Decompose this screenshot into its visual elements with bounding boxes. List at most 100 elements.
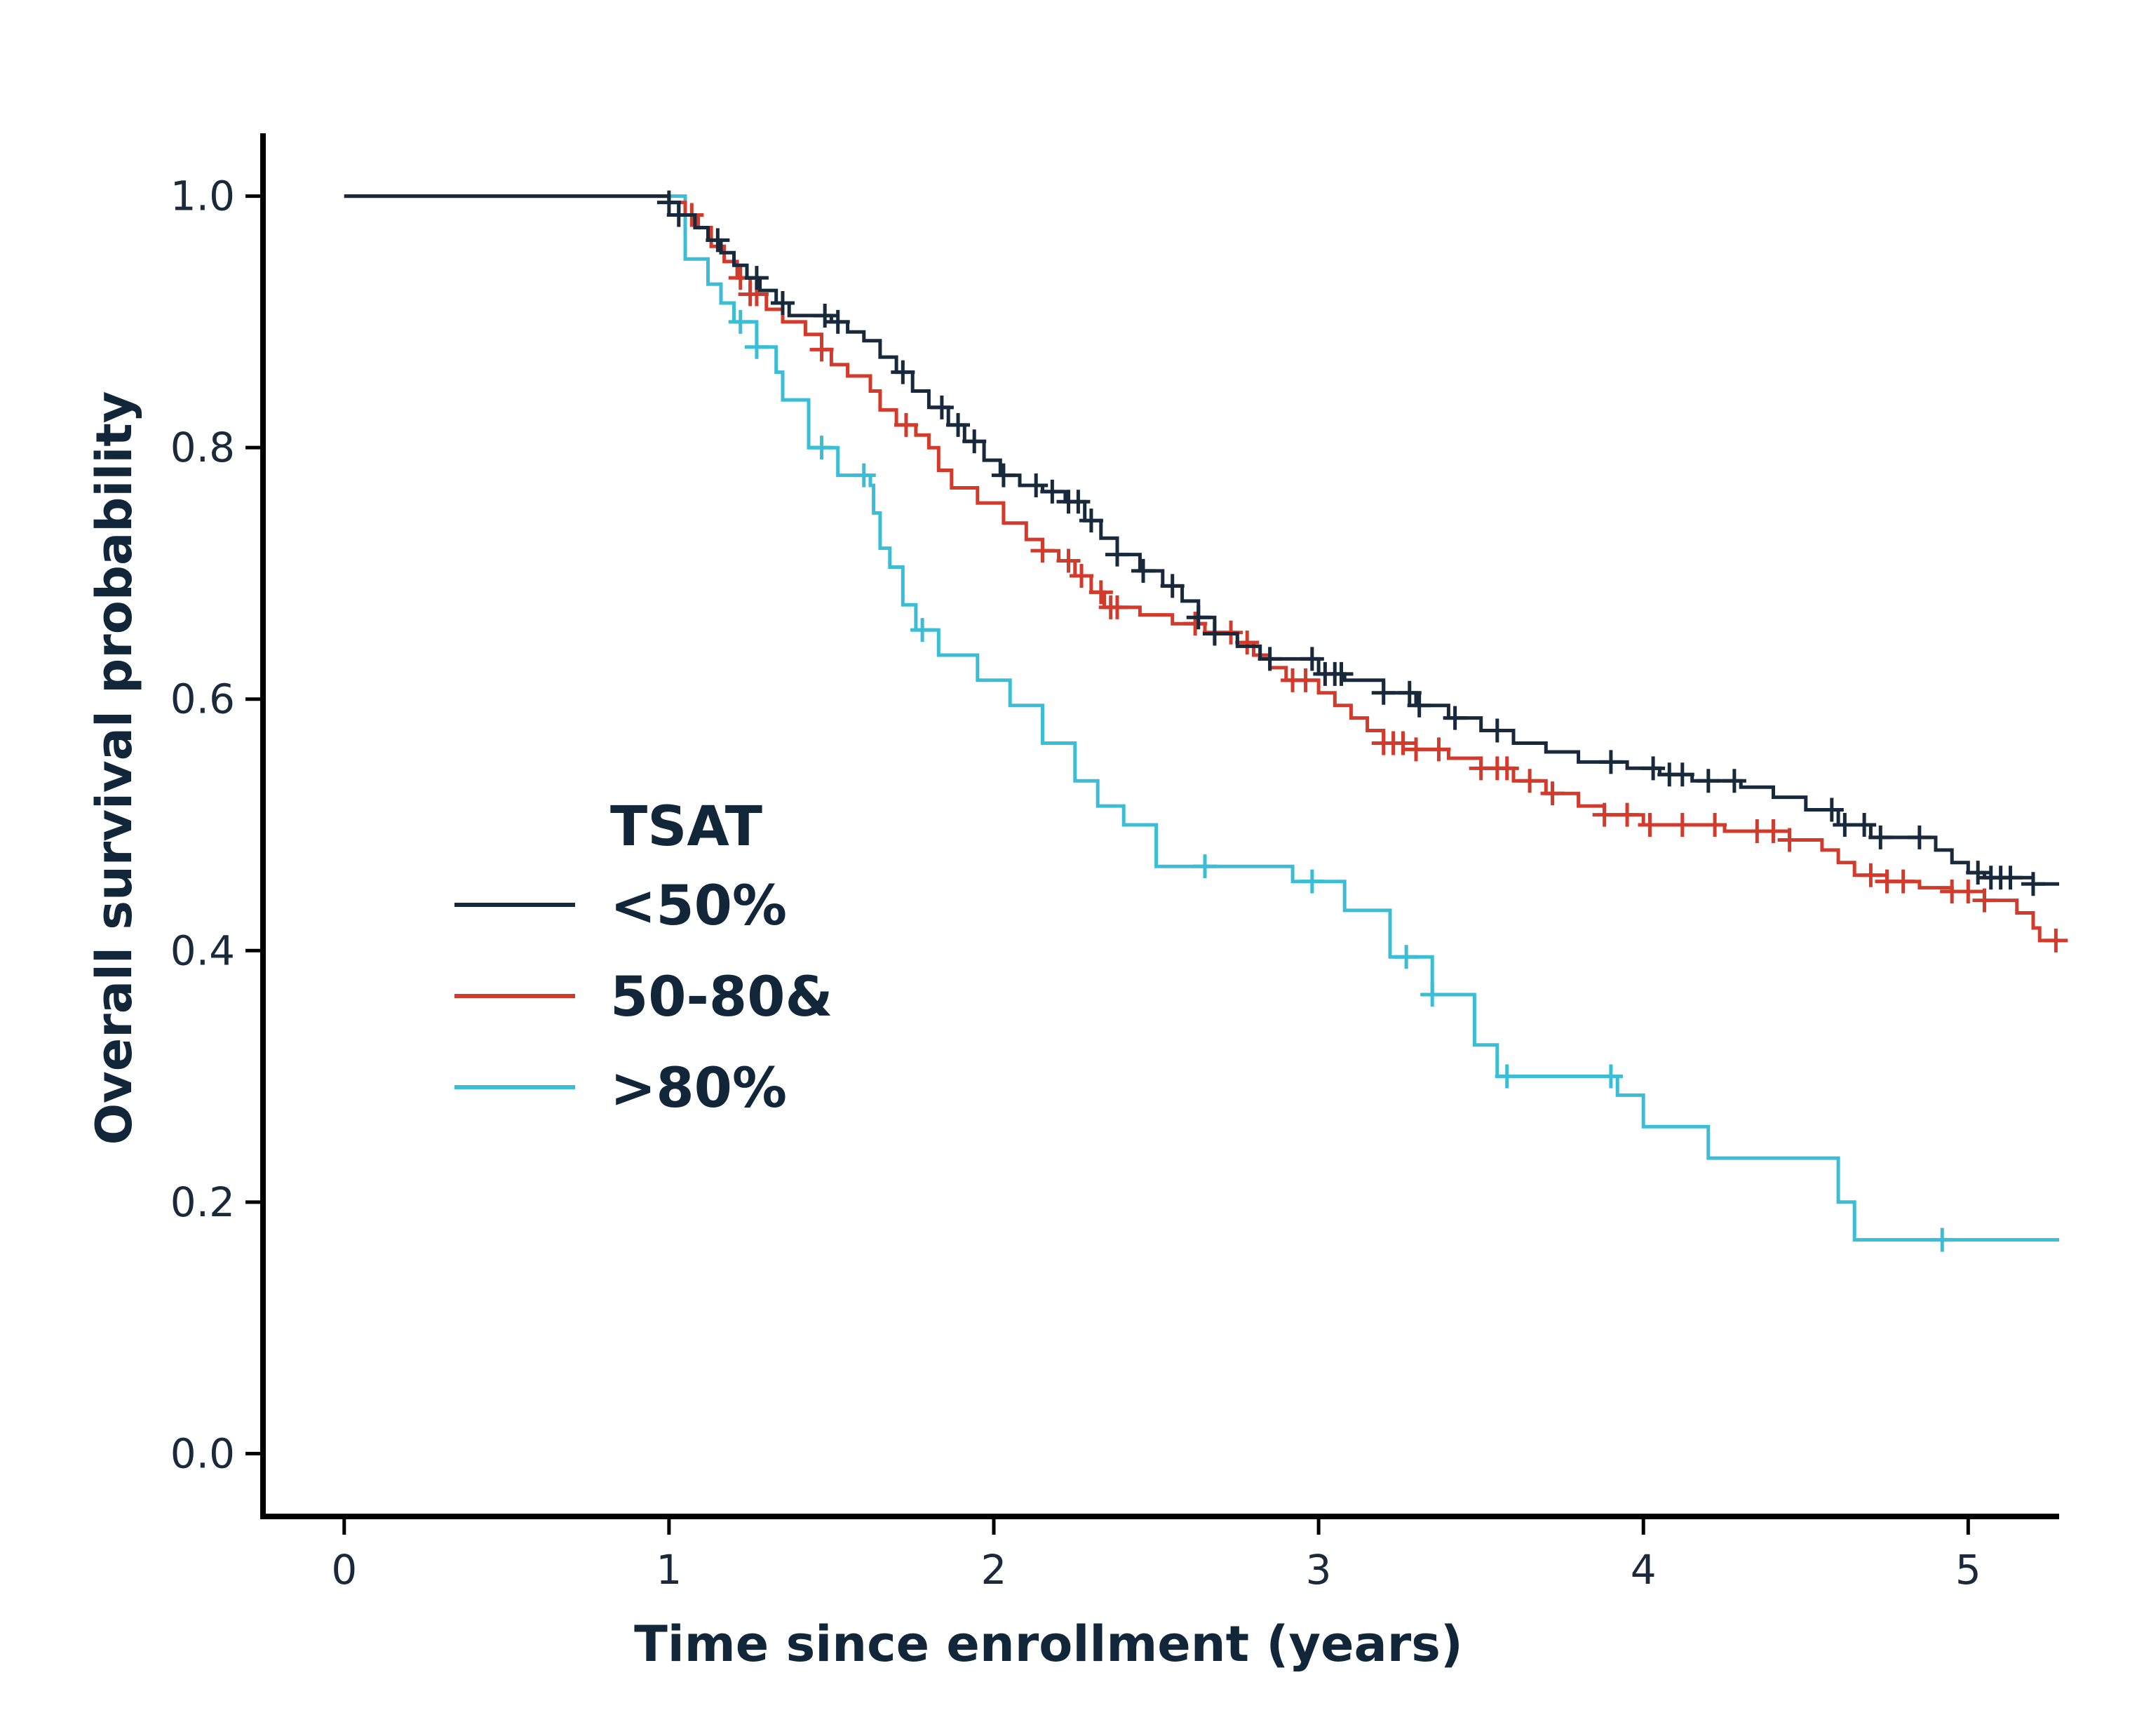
censor-mark xyxy=(1703,813,1727,837)
censor-mark xyxy=(1819,798,1844,822)
censor-mark xyxy=(1598,1064,1623,1089)
series-group xyxy=(344,190,2059,896)
x-axis-title: Time since enrollment (years) xyxy=(634,1615,1463,1673)
y-axis-ticks: 0.0 0.2 0.4 0.6 0.8 1.0 xyxy=(170,173,263,1477)
censor-mark xyxy=(1391,731,1415,755)
x-tick-label: 1 xyxy=(656,1546,682,1594)
censor-mark xyxy=(1495,1064,1519,1089)
censor-mark xyxy=(1202,621,1227,646)
y-tick-label: 0.8 xyxy=(170,424,235,471)
censor-mark xyxy=(1397,680,1422,705)
censor-mark xyxy=(1193,854,1218,879)
survival-line xyxy=(344,194,2059,1242)
y-tick-label: 0.2 xyxy=(170,1178,235,1226)
censor-mark xyxy=(825,309,850,334)
censor-mark xyxy=(1670,813,1694,837)
censor-mark xyxy=(2021,872,2045,896)
censor-mark xyxy=(1696,769,1720,793)
censor-mark xyxy=(1722,769,1746,793)
censor-mark xyxy=(1495,756,1519,781)
censor-mark xyxy=(1859,863,1883,887)
censor-mark xyxy=(1761,819,1786,843)
censor-mark xyxy=(770,291,795,316)
series-group xyxy=(344,194,2059,1252)
legend-items: <50% 50-80& >80% xyxy=(454,875,832,1120)
censor-mark xyxy=(1131,558,1156,583)
censor-mark xyxy=(809,337,834,362)
censor-mark xyxy=(1105,595,1129,619)
censor-mark xyxy=(946,412,971,437)
censor-mark xyxy=(1598,750,1623,774)
censor-mark xyxy=(1160,574,1185,598)
censor-mark xyxy=(1638,813,1662,837)
censor-mark xyxy=(656,190,681,215)
censor-mark xyxy=(1420,983,1445,1007)
legend-label: 50-80& xyxy=(610,966,832,1029)
x-tick-label: 5 xyxy=(1955,1546,1981,1594)
censor-mark xyxy=(929,395,954,419)
x-tick-label: 4 xyxy=(1631,1546,1657,1594)
y-tick-label: 1.0 xyxy=(170,173,235,220)
censor-mark xyxy=(962,429,987,454)
censor-mark xyxy=(910,618,935,642)
censor-mark xyxy=(894,412,918,437)
censor-mark xyxy=(1371,680,1396,705)
censor-mark xyxy=(744,266,769,290)
censor-mark xyxy=(1293,668,1318,692)
x-tick-label: 3 xyxy=(1306,1546,1332,1594)
censor-mark xyxy=(1070,564,1094,588)
censor-mark xyxy=(1079,509,1103,533)
legend-title: TSAT xyxy=(610,795,762,859)
censor-mark xyxy=(1427,737,1451,762)
censor-mark xyxy=(744,335,769,359)
censor-mark xyxy=(1258,647,1282,671)
censor-mark xyxy=(1518,769,1542,793)
censor-mark xyxy=(1235,631,1260,655)
censor-mark xyxy=(1852,813,1877,837)
censor-mark xyxy=(809,436,834,460)
censor-mark xyxy=(1540,781,1565,806)
censor-mark xyxy=(1404,737,1429,762)
censor-mark xyxy=(1972,888,1997,913)
censor-mark xyxy=(1868,825,1893,849)
censor-mark xyxy=(1024,473,1049,497)
censor-mark xyxy=(1670,762,1694,787)
censor-mark xyxy=(1592,802,1617,827)
censor-mark xyxy=(1907,825,1931,849)
censor-mark xyxy=(666,203,691,227)
censor-mark xyxy=(1966,861,1990,885)
legend: TSAT <50% 50-80& >80% xyxy=(454,795,832,1120)
censor-mark xyxy=(1300,869,1324,894)
x-axis-ticks: 0 1 2 3 4 5 xyxy=(331,1516,1981,1594)
censor-mark xyxy=(1300,647,1324,671)
censor-mark xyxy=(1956,880,1981,904)
survival-curves xyxy=(344,190,2068,1252)
censor-mark xyxy=(728,309,753,334)
censor-mark xyxy=(813,303,837,328)
x-tick-label: 2 xyxy=(981,1546,1007,1594)
censor-mark xyxy=(1615,802,1640,827)
x-tick-label: 0 xyxy=(331,1546,357,1594)
censor-mark xyxy=(2044,928,2068,953)
censor-mark xyxy=(1930,1227,1955,1252)
censor-mark xyxy=(851,463,876,487)
y-axis-title: Overall survival probability xyxy=(86,391,143,1145)
censor-mark xyxy=(1030,539,1055,563)
censor-mark xyxy=(1329,661,1354,686)
legend-label: <50% xyxy=(610,875,787,938)
censor-mark xyxy=(1407,693,1431,718)
censor-mark xyxy=(1105,542,1129,567)
censor-mark xyxy=(1485,718,1509,743)
censor-mark xyxy=(1891,869,1915,894)
censor-mark xyxy=(1066,490,1091,514)
censor-mark xyxy=(706,228,730,253)
censor-mark xyxy=(1443,706,1467,730)
censor-mark xyxy=(1056,549,1081,573)
censor-mark xyxy=(1088,580,1113,605)
series-group xyxy=(344,194,2068,953)
censor-mark xyxy=(891,360,915,384)
censor-mark xyxy=(1641,756,1666,781)
censor-mark xyxy=(1040,479,1065,504)
